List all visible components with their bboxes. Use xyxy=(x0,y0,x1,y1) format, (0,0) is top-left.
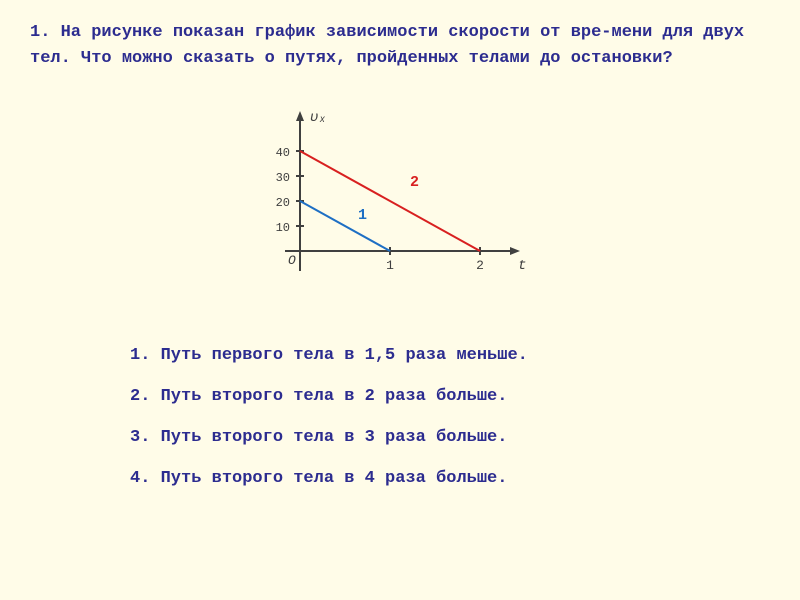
chart-svg: 10 20 30 40 1 2 O υₓ t 1 2 xyxy=(250,101,550,301)
y-label-30: 30 xyxy=(276,171,290,185)
x-label-1: 1 xyxy=(386,258,394,273)
line-2 xyxy=(300,151,480,251)
y-label-20: 20 xyxy=(276,196,290,210)
answer-4: 4. Путь второго тела в 4 раза больше. xyxy=(130,469,770,488)
question-text: 1. На рисунке показан график зависимости… xyxy=(30,20,770,71)
x-label-2: 2 xyxy=(476,258,484,273)
line-2-label: 2 xyxy=(410,174,419,191)
answer-3: 3. Путь второго тела в 3 раза больше. xyxy=(130,428,770,447)
y-axis-label: υₓ xyxy=(310,110,327,126)
line-1-label: 1 xyxy=(358,207,367,224)
chart-container: 10 20 30 40 1 2 O υₓ t 1 2 xyxy=(30,101,770,306)
y-label-10: 10 xyxy=(276,221,290,235)
velocity-time-chart: 10 20 30 40 1 2 O υₓ t 1 2 xyxy=(250,101,550,306)
x-axis-label: t xyxy=(518,258,526,274)
x-axis-arrow xyxy=(510,247,520,255)
answers-list: 1. Путь первого тела в 1,5 раза меньше. … xyxy=(30,346,770,488)
y-label-40: 40 xyxy=(276,146,290,160)
line-1 xyxy=(300,201,390,251)
answer-1: 1. Путь первого тела в 1,5 раза меньше. xyxy=(130,346,770,365)
answer-2: 2. Путь второго тела в 2 раза больше. xyxy=(130,387,770,406)
origin-label: O xyxy=(288,253,296,268)
y-axis-arrow xyxy=(296,111,304,121)
